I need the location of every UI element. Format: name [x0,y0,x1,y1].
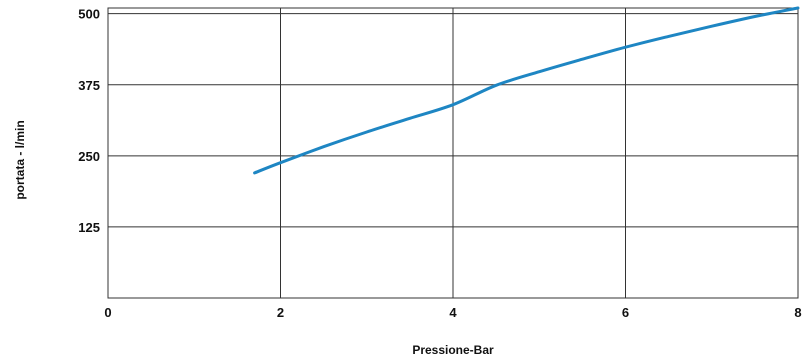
series-line [253,6,800,175]
tick-labels: 0 2 4 6 8 125 250 375 500 [78,7,801,320]
series-layer [253,6,800,175]
grid [107,7,799,299]
x-tick-label: 2 [277,305,284,320]
x-axis-title: Pressione-Bar [412,343,494,357]
x-tick-label: 8 [794,305,801,320]
y-tick-label: 375 [78,78,100,93]
y-axis-title: portata - l/min [13,120,27,199]
x-tick-label: 6 [622,305,629,320]
y-tick-label: 500 [78,7,100,22]
y-tick-label: 125 [78,220,100,235]
y-tick-label: 250 [78,149,100,164]
x-tick-label: 4 [449,305,457,320]
x-tick-label: 0 [104,305,111,320]
